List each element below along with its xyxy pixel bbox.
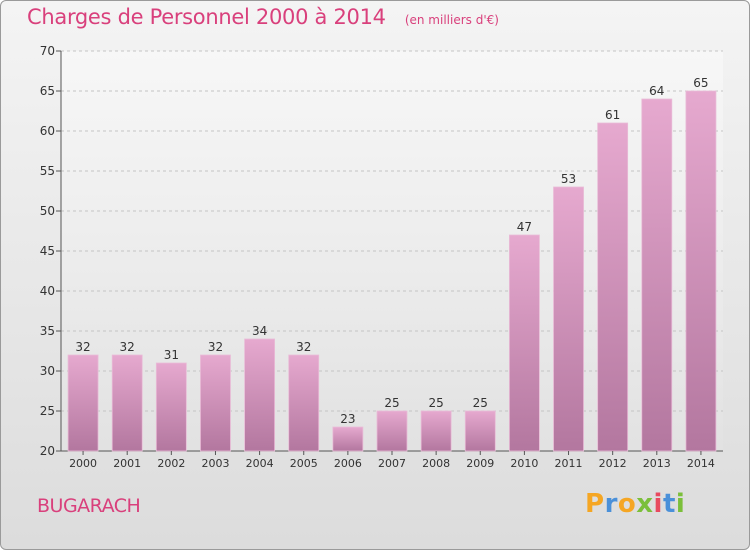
bar bbox=[288, 354, 320, 452]
logo-letter: P bbox=[585, 489, 605, 519]
y-tick-label: 25 bbox=[40, 404, 55, 418]
title-row: Charges de Personnel 2000 à 2014 (en mil… bbox=[27, 5, 499, 29]
y-tick-label: 35 bbox=[40, 324, 55, 338]
x-tick-label: 2000 bbox=[69, 457, 97, 470]
x-tick-label: 2002 bbox=[157, 457, 185, 470]
logo-letter: r bbox=[604, 489, 618, 519]
logo-letter: o bbox=[617, 489, 637, 519]
y-tick-label: 50 bbox=[40, 204, 55, 218]
bar bbox=[376, 410, 408, 452]
y-tick-label: 45 bbox=[40, 244, 55, 258]
x-tick-label: 2014 bbox=[687, 457, 715, 470]
x-tick-label: 2009 bbox=[466, 457, 494, 470]
x-tick-label: 2006 bbox=[334, 457, 362, 470]
bar bbox=[641, 98, 673, 452]
x-tick-label: 2007 bbox=[378, 457, 406, 470]
bar-value-label: 34 bbox=[252, 324, 267, 338]
bar-value-label: 32 bbox=[75, 340, 90, 354]
proxiti-logo[interactable]: Proxiti bbox=[585, 489, 685, 519]
x-tick-label: 2011 bbox=[555, 457, 583, 470]
x-tick-label: 2010 bbox=[510, 457, 538, 470]
bar-value-label: 65 bbox=[693, 76, 708, 90]
bar bbox=[332, 426, 364, 452]
bar-value-label: 32 bbox=[120, 340, 135, 354]
logo-letter: t bbox=[662, 489, 676, 519]
bar bbox=[420, 410, 452, 452]
bar bbox=[553, 186, 584, 452]
y-tick-label: 70 bbox=[40, 44, 55, 58]
y-tick-label: 55 bbox=[40, 164, 55, 178]
chart-subtitle: (en milliers d'€) bbox=[404, 13, 499, 27]
bar bbox=[685, 90, 717, 452]
logo-letter: x bbox=[636, 489, 654, 519]
bar-value-label: 64 bbox=[649, 84, 664, 98]
x-tick-label: 2005 bbox=[290, 457, 318, 470]
bar-value-label: 25 bbox=[428, 396, 443, 410]
logo-letter: i bbox=[675, 489, 686, 519]
bar bbox=[200, 354, 231, 452]
x-tick-label: 2004 bbox=[246, 457, 274, 470]
bar-value-label: 25 bbox=[384, 396, 399, 410]
y-tick-label: 65 bbox=[40, 84, 55, 98]
bar bbox=[464, 410, 496, 452]
y-tick-label: 20 bbox=[40, 444, 55, 458]
x-tick-label: 2001 bbox=[113, 457, 141, 470]
bar-value-label: 32 bbox=[296, 340, 311, 354]
commune-name: BUGARACH bbox=[37, 495, 141, 517]
bar bbox=[597, 122, 629, 452]
bar bbox=[111, 354, 143, 452]
bar-value-label: 47 bbox=[517, 220, 532, 234]
bar-value-label: 25 bbox=[473, 396, 488, 410]
bar bbox=[155, 362, 187, 452]
bar bbox=[67, 354, 99, 452]
bar-value-label: 23 bbox=[340, 412, 355, 426]
x-tick-label: 2013 bbox=[643, 457, 671, 470]
x-tick-label: 2003 bbox=[201, 457, 229, 470]
bar-value-label: 53 bbox=[561, 172, 576, 186]
bar bbox=[244, 338, 276, 452]
x-tick-label: 2012 bbox=[599, 457, 627, 470]
bar bbox=[508, 234, 540, 452]
y-tick-label: 40 bbox=[40, 284, 55, 298]
chart-title: Charges de Personnel 2000 à 2014 bbox=[27, 5, 386, 29]
y-tick-label: 30 bbox=[40, 364, 55, 378]
bar-value-label: 61 bbox=[605, 108, 620, 122]
y-tick-label: 60 bbox=[40, 124, 55, 138]
x-tick-label: 2008 bbox=[422, 457, 450, 470]
bar-value-label: 32 bbox=[208, 340, 223, 354]
bar-value-label: 31 bbox=[164, 348, 179, 362]
logo-letter: i bbox=[653, 489, 663, 519]
